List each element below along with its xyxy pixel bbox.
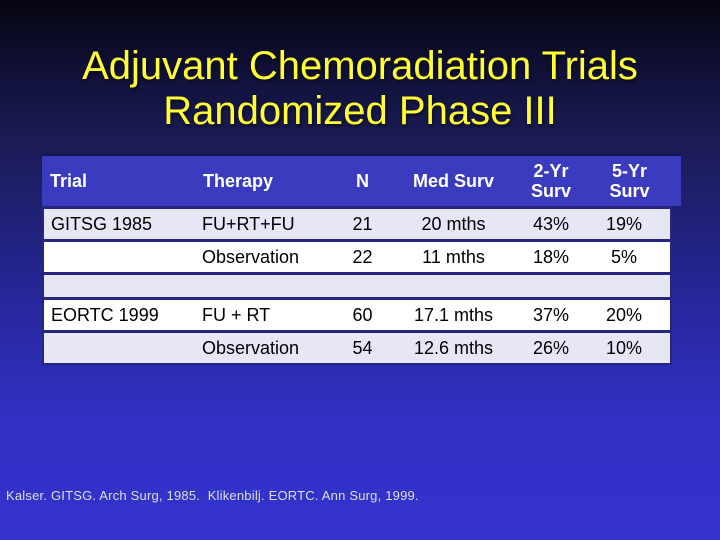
col-header-med-surv: Med Surv	[412, 171, 495, 191]
col-header-trial: Trial	[50, 171, 88, 191]
cell-5yr-surv: 5%	[610, 246, 637, 267]
cell-trial	[44, 242, 195, 272]
cell-therapy: Observation	[202, 246, 300, 267]
col-header-n: N	[356, 171, 369, 191]
table-row: Observation 54 12.6 mths 26% 10%	[44, 330, 670, 363]
table-row: EORTC 1999 FU + RT 60 17.1 mths 37% 20%	[44, 297, 670, 330]
cell-therapy: FU + RT	[202, 304, 271, 325]
cell-n: 54	[352, 337, 373, 358]
trials-table: Trial Therapy N Med Surv 2-Yr Surv 5-Yr …	[42, 154, 681, 365]
cell-med-surv: 11 mths	[422, 246, 485, 267]
cell-2yr-surv: 26%	[532, 337, 570, 358]
col-header-5yr-surv: 5-Yr Surv	[609, 161, 650, 201]
cell-2yr-surv: 18%	[532, 246, 570, 267]
cell-med-surv: 12.6 mths	[413, 337, 494, 358]
title-line-1: Adjuvant Chemoradiation Trials	[82, 44, 638, 88]
cell-n: 21	[352, 213, 373, 234]
cell-n: 22	[352, 246, 373, 267]
cell-trial	[44, 333, 195, 363]
cell-2yr-surv: 37%	[532, 304, 570, 325]
title-line-2: Randomized Phase III	[163, 89, 557, 133]
table-row: GITSG 1985 FU+RT+FU 21 20 mths 43% 19%	[44, 206, 670, 239]
cell-5yr-surv: 20%	[605, 304, 643, 325]
table-body: GITSG 1985 FU+RT+FU 21 20 mths 43% 19% Observa…	[42, 206, 672, 365]
cell-therapy: Observation	[202, 337, 300, 358]
cell-trial: GITSG 1985	[51, 213, 153, 234]
cell-med-surv: 20 mths	[421, 213, 486, 234]
cell-n: 60	[352, 304, 373, 325]
table-spacer-row	[44, 272, 670, 297]
table-row: Observation 22 11 mths 18% 5%	[44, 239, 670, 272]
cell-5yr-surv: 10%	[605, 337, 643, 358]
col-header-2yr-surv: 2-Yr Surv	[530, 161, 572, 201]
slide-title: Adjuvant Chemoradiation Trials Randomize…	[0, 44, 720, 134]
cell-therapy: FU+RT+FU	[202, 213, 295, 234]
cell-2yr-surv: 43%	[532, 213, 570, 234]
cell-med-surv: 17.1 mths	[413, 304, 494, 325]
table-header-row: Trial Therapy N Med Surv 2-Yr Surv 5-Yr …	[42, 154, 681, 206]
cell-5yr-surv: 19%	[605, 213, 643, 234]
citation: Kalser. GITSG. Arch Surg, 1985. Klikenbi…	[6, 488, 419, 503]
cell-trial: EORTC 1999	[51, 304, 159, 325]
col-header-therapy: Therapy	[203, 171, 274, 191]
